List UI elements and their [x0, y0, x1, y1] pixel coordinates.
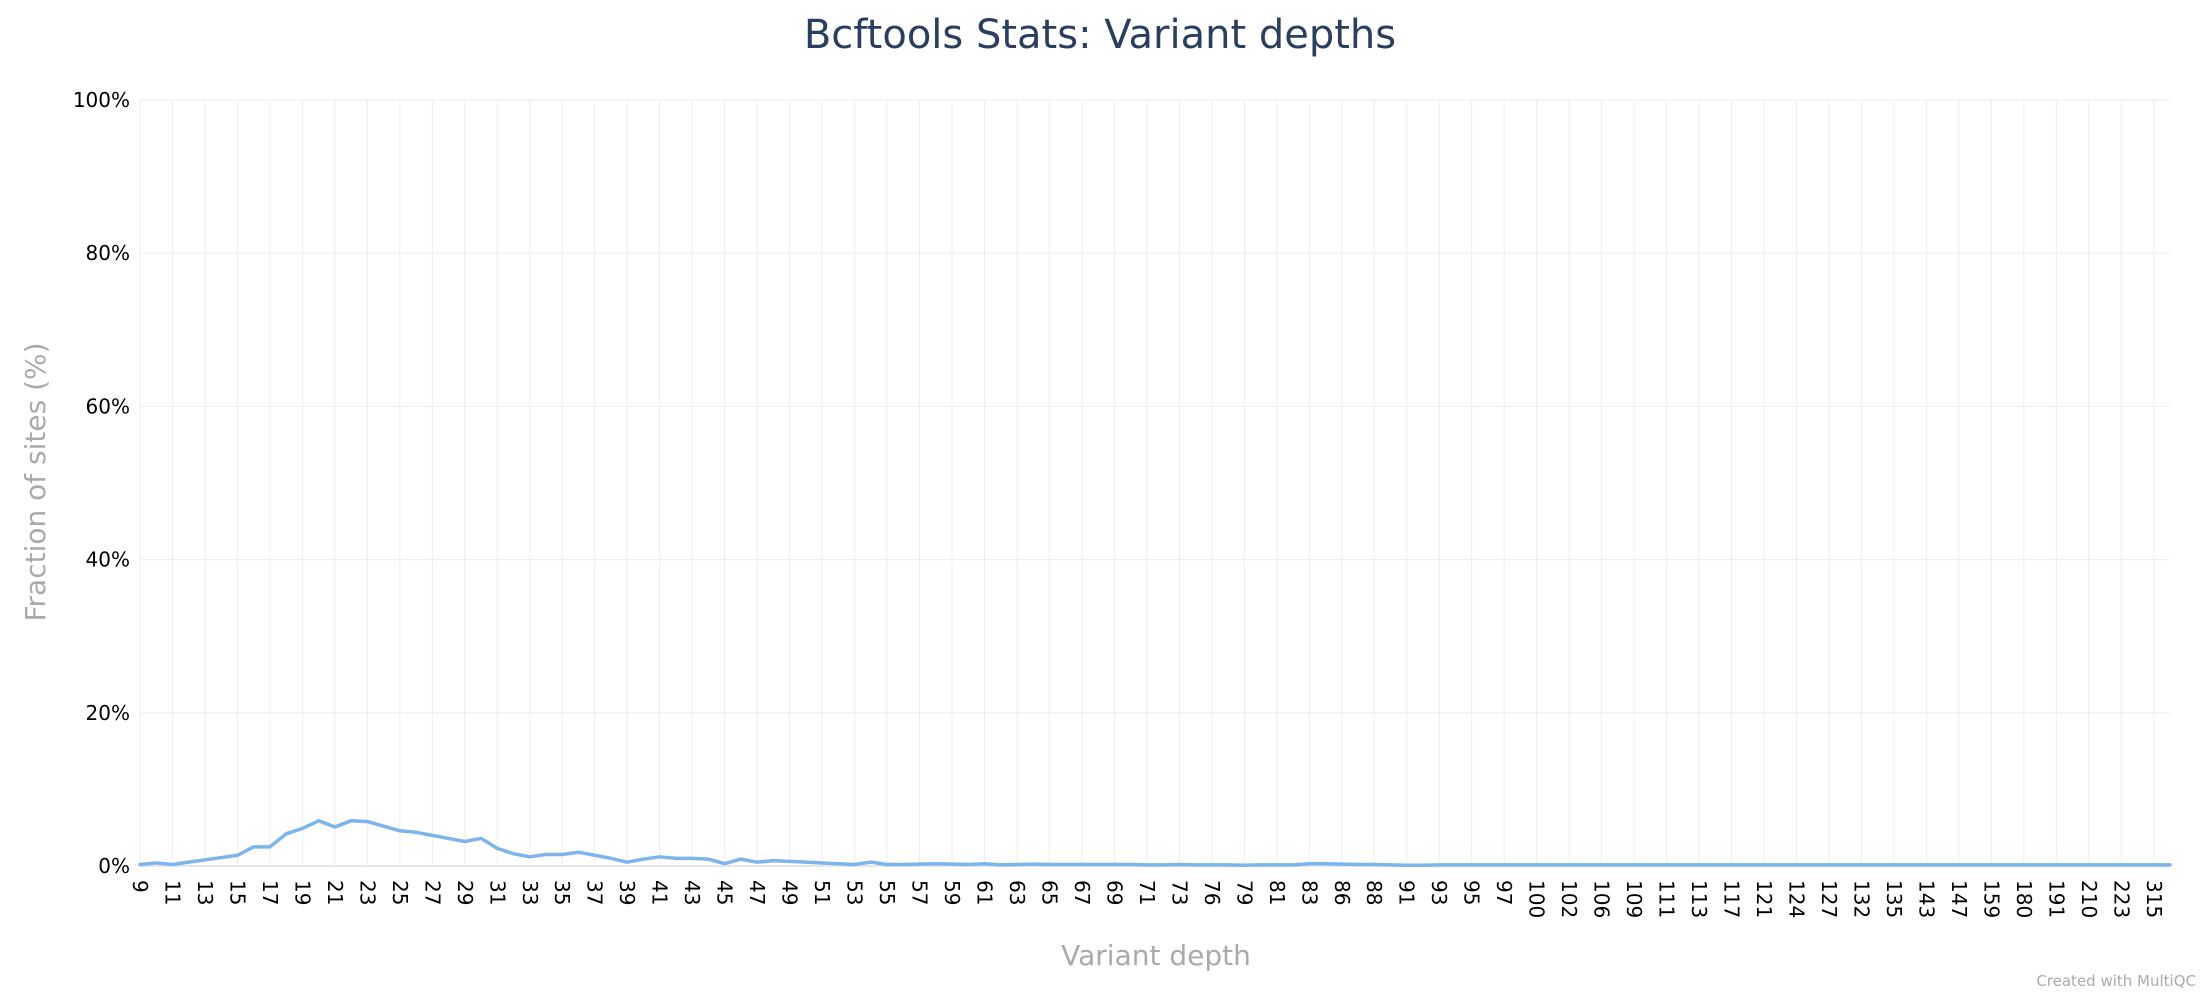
x-tick-label: 43	[680, 880, 704, 905]
x-tick-label: 11	[160, 880, 184, 905]
x-tick-label: 49	[778, 880, 802, 905]
y-axis-ticks: 0% 20% 40% 60% 80% 100%	[73, 88, 130, 878]
x-tick-label: 102	[1557, 880, 1581, 918]
x-tick-label: 57	[908, 880, 932, 905]
x-tick-label: 81	[1265, 880, 1289, 905]
x-tick-label: 210	[2077, 880, 2101, 918]
x-tick-label: 27	[420, 880, 444, 905]
x-tick-label: 117	[1720, 880, 1744, 918]
grid-lines	[139, 99, 2170, 867]
x-tick-label: 83	[1297, 880, 1321, 905]
y-axis-title: Fraction of sites (%)	[19, 342, 52, 621]
x-tick-label: 71	[1135, 880, 1159, 905]
x-tick-label: 180	[2012, 880, 2036, 918]
x-tick-label: 59	[940, 880, 964, 905]
x-tick-label: 35	[550, 880, 574, 905]
x-tick-label: 88	[1362, 880, 1386, 905]
x-tick-label: 76	[1200, 880, 1224, 905]
x-tick-label: 121	[1752, 880, 1776, 918]
x-tick-label: 67	[1070, 880, 1094, 905]
x-tick-label: 65	[1037, 880, 1061, 905]
x-tick-label: 132	[1849, 880, 1873, 918]
y-tick-label: 0%	[98, 854, 130, 878]
y-tick-label: 20%	[86, 701, 130, 725]
x-tick-label: 113	[1687, 880, 1711, 918]
y-tick-label: 40%	[86, 548, 130, 572]
x-tick-label: 111	[1655, 880, 1679, 918]
x-tick-label: 31	[485, 880, 509, 905]
x-tick-label: 223	[2109, 880, 2133, 918]
x-tick-label: 13	[193, 880, 217, 905]
x-tick-label: 191	[2044, 880, 2068, 918]
x-axis-ticks: 9 11 13 15 17 19 21 23 25 27 29 31 33 35 37 39 41 43 45 47 4…	[128, 880, 2166, 918]
x-tick-label: 61	[972, 880, 996, 905]
x-tick-label: 33	[518, 880, 542, 905]
x-tick-label: 37	[583, 880, 607, 905]
series-line[interactable]	[138, 819, 2172, 867]
x-tick-label: 23	[355, 880, 379, 905]
x-tick-label: 127	[1817, 880, 1841, 918]
x-tick-label: 315	[2142, 880, 2166, 918]
x-tick-label: 97	[1492, 880, 1516, 905]
y-tick-label: 60%	[86, 394, 130, 418]
x-tick-label: 135	[1882, 880, 1906, 918]
x-tick-label: 21	[323, 880, 347, 905]
credit-text: Created with MultiQC	[2036, 972, 2196, 990]
x-tick-label: 86	[1330, 880, 1354, 905]
y-tick-label: 80%	[86, 241, 130, 265]
x-tick-label: 143	[1914, 880, 1938, 918]
x-tick-label: 79	[1232, 880, 1256, 905]
x-tick-label: 45	[713, 880, 737, 905]
x-tick-label: 93	[1427, 880, 1451, 905]
y-tick-label: 100%	[73, 88, 130, 112]
x-tick-label: 53	[843, 880, 867, 905]
x-tick-label: 41	[648, 880, 672, 905]
x-tick-label: 159	[1979, 880, 2003, 918]
x-tick-label: 106	[1590, 880, 1614, 918]
chart-title: Bcftools Stats: Variant depths	[804, 12, 1396, 58]
x-tick-label: 17	[258, 880, 282, 905]
x-tick-label: 29	[453, 880, 477, 905]
x-tick-label: 124	[1784, 880, 1808, 918]
x-tick-label: 9	[128, 880, 152, 893]
x-tick-label: 100	[1525, 880, 1549, 918]
x-tick-label: 25	[388, 880, 412, 905]
x-tick-label: 47	[745, 880, 769, 905]
x-axis-title: Variant depth	[1061, 939, 1251, 972]
x-tick-label: 15	[225, 880, 249, 905]
x-tick-label: 69	[1102, 880, 1126, 905]
x-tick-label: 19	[290, 880, 314, 905]
x-tick-label: 63	[1005, 880, 1029, 905]
x-tick-label: 109	[1622, 880, 1646, 918]
x-tick-label: 91	[1395, 880, 1419, 905]
x-tick-label: 39	[615, 880, 639, 905]
x-tick-label: 73	[1167, 880, 1191, 905]
x-tick-label: 55	[875, 880, 899, 905]
x-tick-label: 95	[1460, 880, 1484, 905]
x-tick-label: 147	[1947, 880, 1971, 918]
x-tick-label: 51	[810, 880, 834, 905]
